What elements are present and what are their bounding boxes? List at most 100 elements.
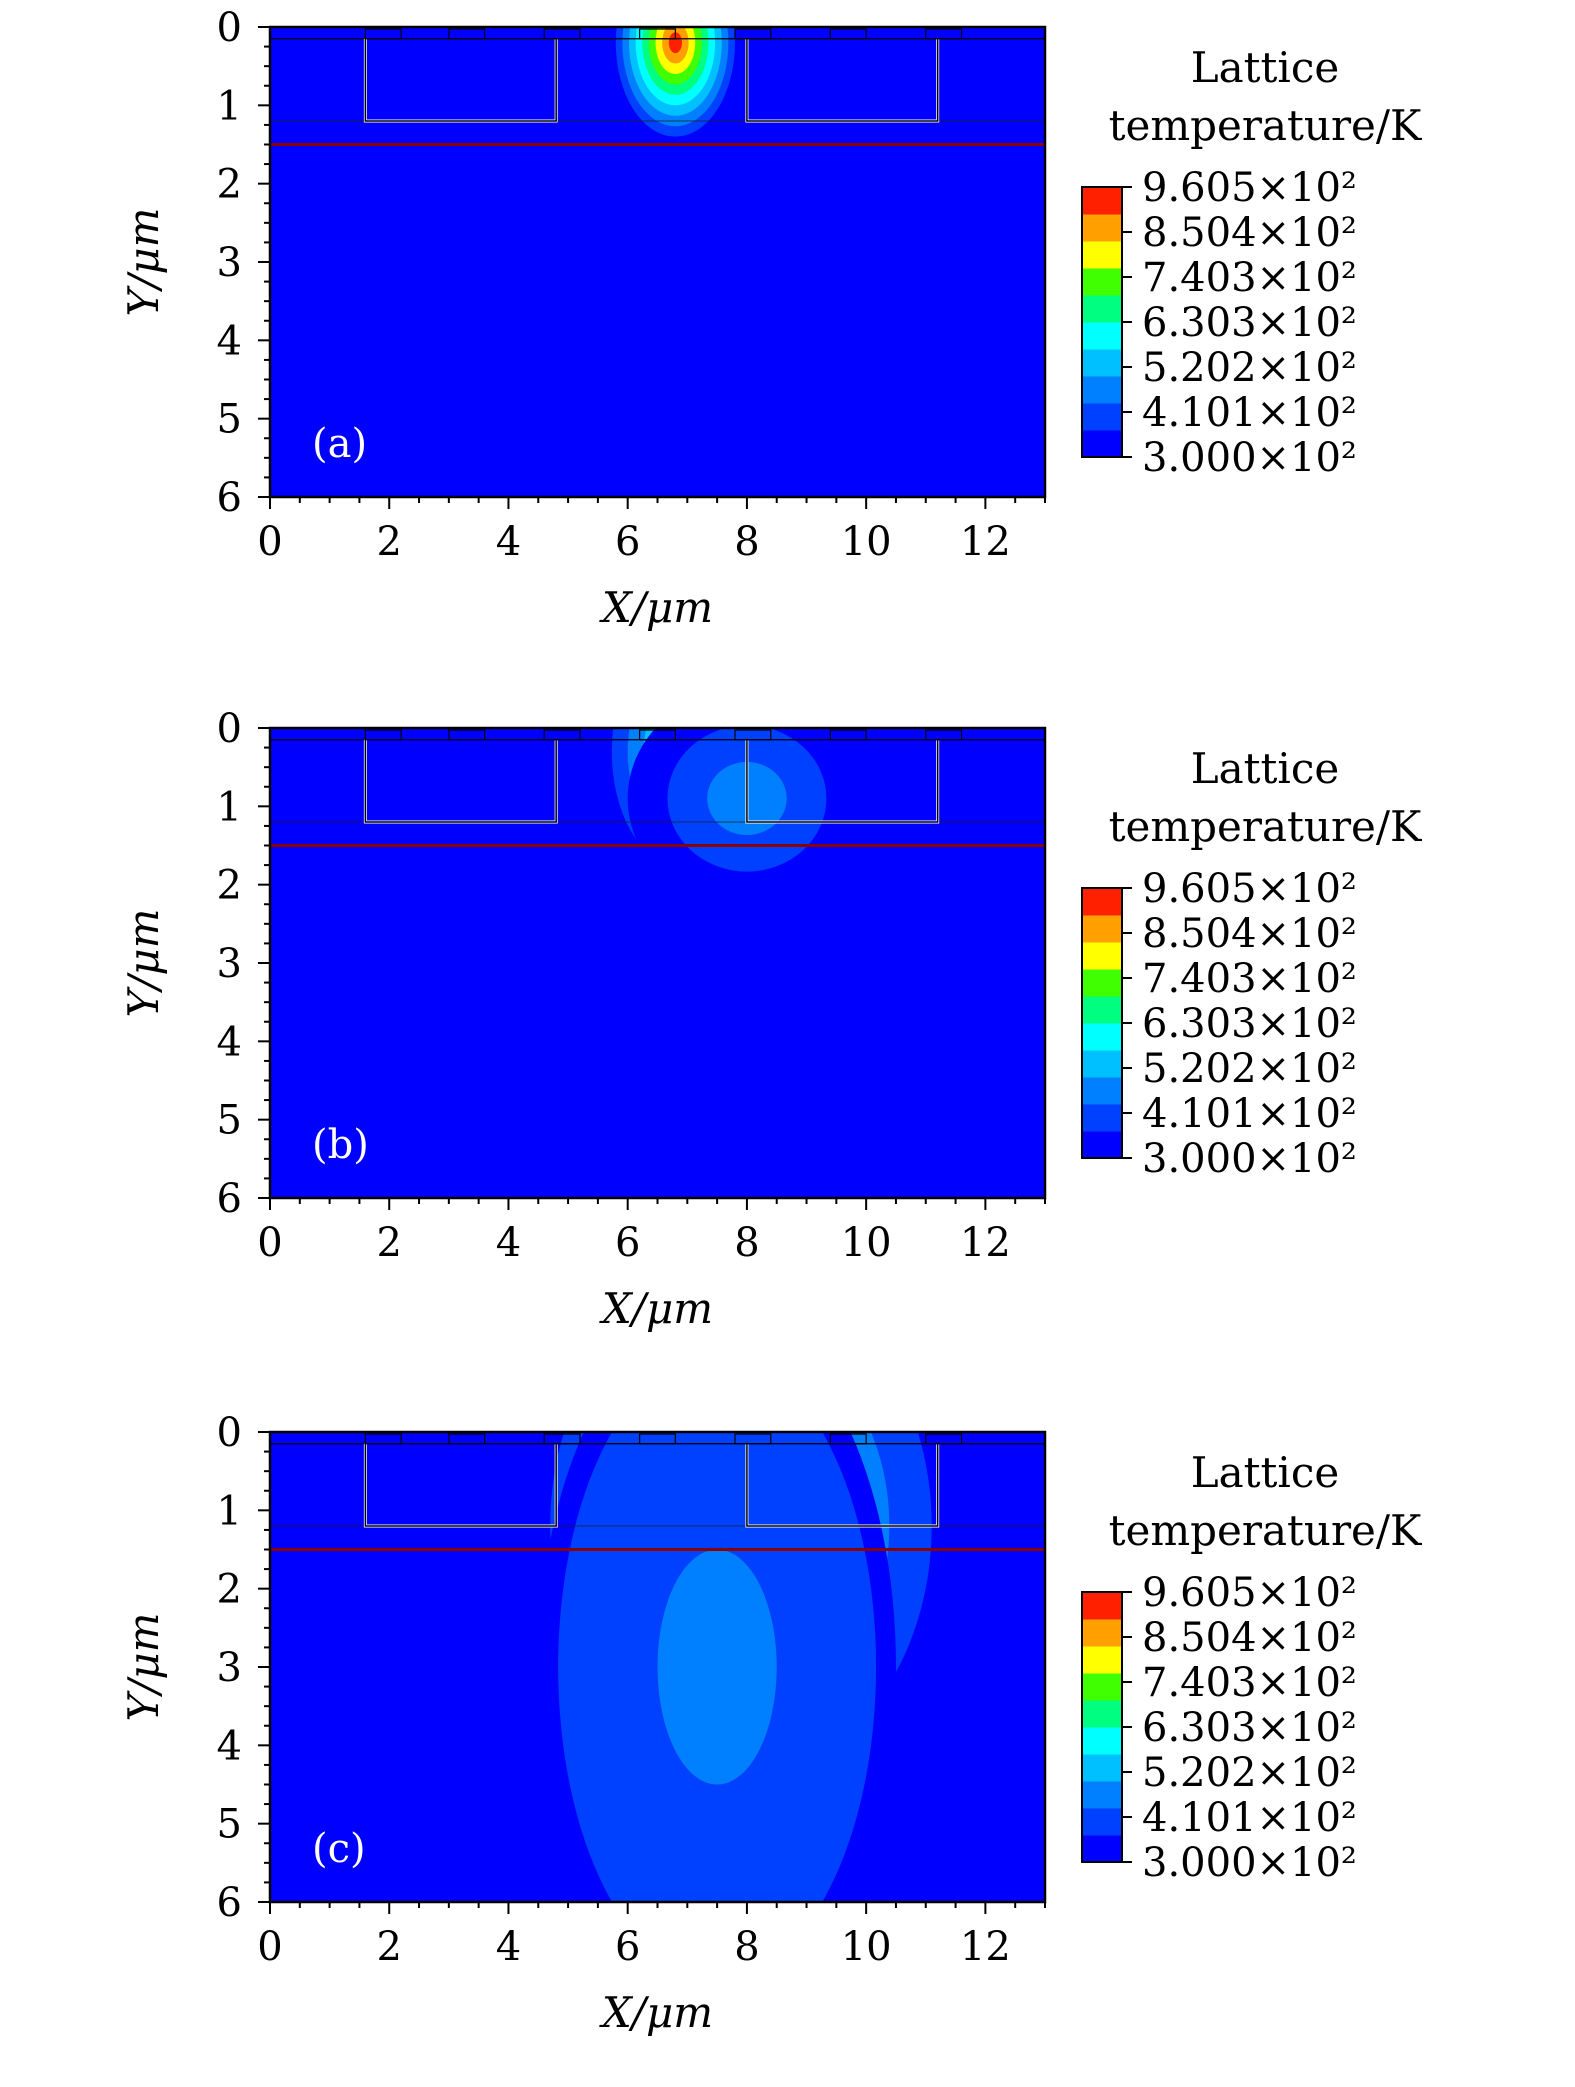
contour-band [697,1627,737,1707]
x-tick-label: 6 [615,519,640,565]
plot-area [270,1432,1045,1902]
contact-pad [448,28,486,40]
colorbar-swatch [1082,1077,1122,1105]
x-tick-label: 8 [734,1924,759,1970]
contact-pad [734,1433,772,1445]
x-tick-label: 4 [496,519,521,565]
colorbar-level-label: 6.303×10² [1142,1001,1357,1047]
colorbar-level-label: 5.202×10² [1142,1046,1357,1092]
x-tick-label: 12 [960,1220,1011,1266]
colorbar-level-label: 7.403×10² [1142,956,1357,1002]
colorbar-level-label: 7.403×10² [1142,255,1357,301]
y-axis: 0 1 2 3 4 5 6 Y/μm [119,706,270,1222]
colorbar-legend: Lattice temperature/K 9.605×10²8.504×10²7.… [1081,1448,1423,1886]
colorbar-swatch [1082,996,1122,1024]
colorbar-level-label: 6.303×10² [1142,300,1357,346]
colorbar-title: Lattice [1191,1448,1340,1497]
colorbar-swatch [1082,1754,1122,1782]
y-axis: 0 1 2 3 4 5 6 Y/μm [119,1410,270,1926]
y-tick-label: 2 [217,863,242,909]
well-outline [364,739,557,823]
panel-label: (c) [312,1826,366,1872]
colorbar-level-label: 8.504×10² [1142,1615,1357,1661]
contact-pad [639,729,676,741]
colorbar-swatch [1082,376,1122,404]
contact-pad [364,28,402,40]
colorbar-swatch [1082,1592,1122,1620]
panel-a: 0 2 4 6 8 10 12X/μm0123456Y/μm(a)Latticetemper… [119,5,1423,632]
y-tick-label: 4 [217,318,242,364]
x-axis: 0 2 4 6 8 10 12 X/μm [257,1902,1046,2037]
contact-pad [543,729,581,741]
colorbar-swatch [1082,1781,1122,1809]
well-outline [746,38,939,122]
colorbar-swatch [1082,1673,1122,1701]
x-axis-label: X/μm [599,1284,713,1333]
colorbar-swatch [1082,1050,1122,1078]
colorbar-level-label: 4.101×10² [1142,1795,1357,1841]
colorbar-swatch [1082,349,1122,377]
colorbar-swatch [1082,322,1122,350]
contact-pad [829,1433,867,1445]
x-tick-label: 4 [496,1220,521,1266]
colorbar-level-label: 9.605×10² [1142,1570,1357,1616]
colorbar-level-label: 8.504×10² [1142,210,1357,256]
colorbar-level-label: 9.605×10² [1142,866,1357,912]
colorbar-swatch [1082,942,1122,970]
colorbar-swatch [1082,1646,1122,1674]
colorbar-legend: Lattice temperature/K 9.605×10²8.504×10²7.… [1081,43,1423,481]
y-tick-label: 5 [217,1802,242,1848]
x-tick-label: 0 [257,1220,282,1266]
contact-pad [925,1433,963,1445]
plot-area [270,728,1045,1198]
colorbar-title: Lattice [1191,744,1340,793]
y-tick-label: 2 [217,1567,242,1613]
x-tick-label: 6 [615,1220,640,1266]
colorbar-swatch [1082,295,1122,323]
y-axis-label: Y/μm [119,1613,168,1722]
colorbar-level-label: 8.504×10² [1142,911,1357,957]
colorbar-swatch [1082,1131,1122,1159]
colorbar-level-label: 3.000×10² [1142,1136,1357,1182]
colorbar-swatch [1082,915,1122,943]
x-tick-label: 2 [377,519,402,565]
plot-area [270,27,1045,497]
y-tick-label: 3 [217,941,242,987]
y-axis-label: Y/μm [119,208,168,317]
colorbar-swatch [1082,1619,1122,1647]
y-tick-label: 0 [217,1410,242,1456]
y-tick-label: 1 [217,784,242,830]
colorbar-swatch [1082,1700,1122,1728]
colorbar-swatch [1082,268,1122,296]
colorbar-swatch [1082,241,1122,269]
y-tick-label: 1 [217,83,242,129]
y-axis: 0 1 2 3 4 5 6 Y/μm [119,5,270,521]
colorbar-title: temperature/K [1109,1506,1423,1555]
x-tick-label: 0 [257,519,282,565]
colorbar-swatch [1082,430,1122,458]
x-tick-label: 10 [841,1924,892,1970]
contour-band [668,32,683,54]
panel-c: 0 2 4 6 8 10 12X/μm0123456Y/μm(c)Latticetemper… [119,1410,1423,2037]
x-axis: 0 2 4 6 8 10 12 X/μm [257,497,1046,632]
contact-pad [364,1433,402,1445]
x-tick-label: 4 [496,1924,521,1970]
x-tick-label: 10 [841,1220,892,1266]
y-tick-label: 2 [217,162,242,208]
panel-label: (b) [312,1122,369,1168]
x-tick-label: 10 [841,519,892,565]
colorbar-level-label: 9.605×10² [1142,165,1357,211]
y-tick-label: 6 [217,1880,242,1926]
colorbar-level-label: 6.303×10² [1142,1705,1357,1751]
well-outline [364,38,557,122]
colorbar-level-label: 3.000×10² [1142,435,1357,481]
colorbar-level-label: 4.101×10² [1142,1091,1357,1137]
contact-pad [543,1433,581,1445]
y-tick-label: 0 [217,706,242,752]
colorbar-swatch [1082,403,1122,431]
colorbar-swatch [1082,1023,1122,1051]
x-tick-label: 12 [960,1924,1011,1970]
x-axis-label: X/μm [599,583,713,632]
well-outline [746,739,939,823]
